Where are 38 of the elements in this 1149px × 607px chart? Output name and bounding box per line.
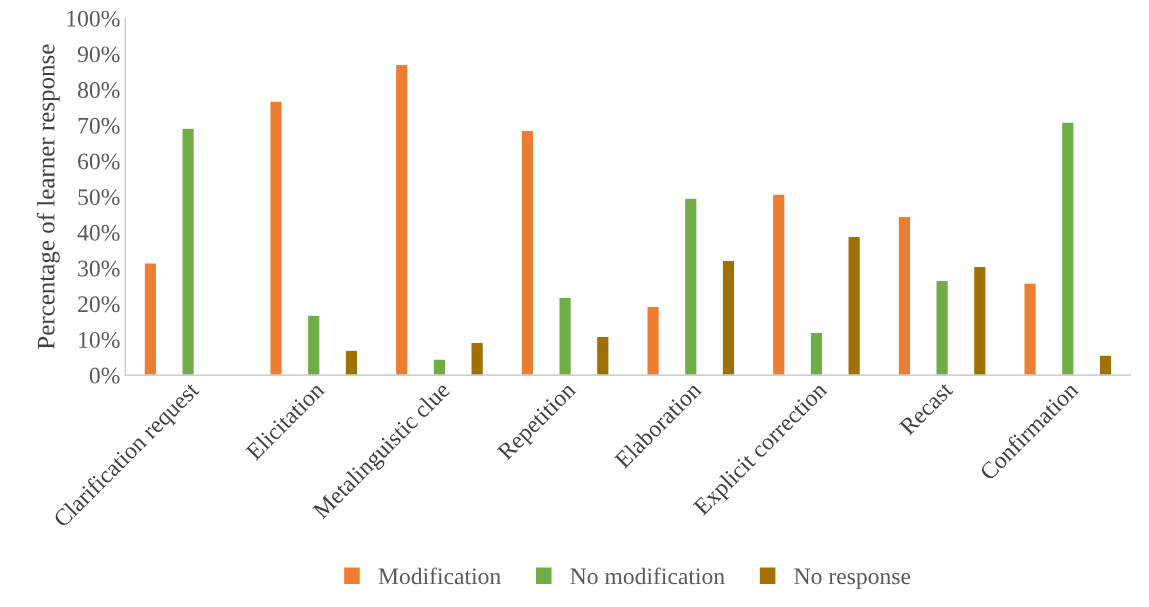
bar [306,314,321,376]
bar [771,193,786,376]
bar [595,335,610,376]
y-tick-label: 10% [79,331,120,348]
y-tick-label: 70% [78,117,120,134]
bar [143,262,158,376]
bar [520,129,535,376]
bar [683,197,698,376]
y-tick-label: 30% [78,260,120,277]
y-tick-label: 100% [67,10,120,27]
bar [344,349,359,376]
bar [721,259,736,376]
y-tick-label: 50% [78,189,120,206]
bar [897,215,912,376]
bar [470,341,485,376]
bar [646,305,661,376]
bar [1023,282,1038,376]
legend-label: No response [794,568,911,590]
legend-label: Modification [378,567,501,585]
bar [847,235,862,376]
y-tick-label: 20% [78,296,120,313]
bar [1060,121,1075,376]
bar [394,63,409,376]
y-tick-label: 90% [77,46,120,63]
bar [935,279,950,376]
bar [972,265,987,376]
bar [181,127,196,376]
y-tick-label: 40% [77,224,120,241]
bar [432,358,447,376]
bar [558,296,573,376]
y-tick-label: 60% [78,153,120,170]
y-tick-label: 80% [78,82,120,99]
legend-label: No modification [570,567,725,585]
bar [269,100,284,376]
y-tick-label: 0% [89,367,120,384]
bar [1098,354,1113,376]
y-axis-title: Percentage of learner response [36,44,60,349]
bar [809,331,824,376]
